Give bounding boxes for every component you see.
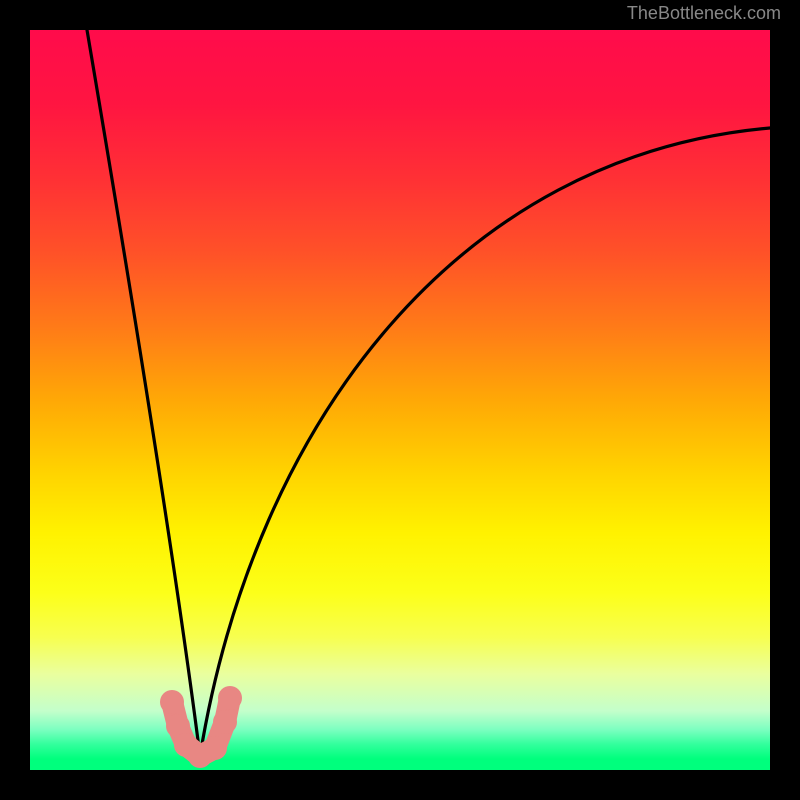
watermark-text: TheBottleneck.com [627, 3, 781, 23]
marker-dot [160, 690, 184, 714]
plot-area [30, 30, 770, 770]
marker-dot [213, 710, 237, 734]
marker-dot [218, 686, 242, 710]
bottleneck-chart: TheBottleneck.com [0, 0, 800, 800]
marker-dot [203, 736, 227, 760]
